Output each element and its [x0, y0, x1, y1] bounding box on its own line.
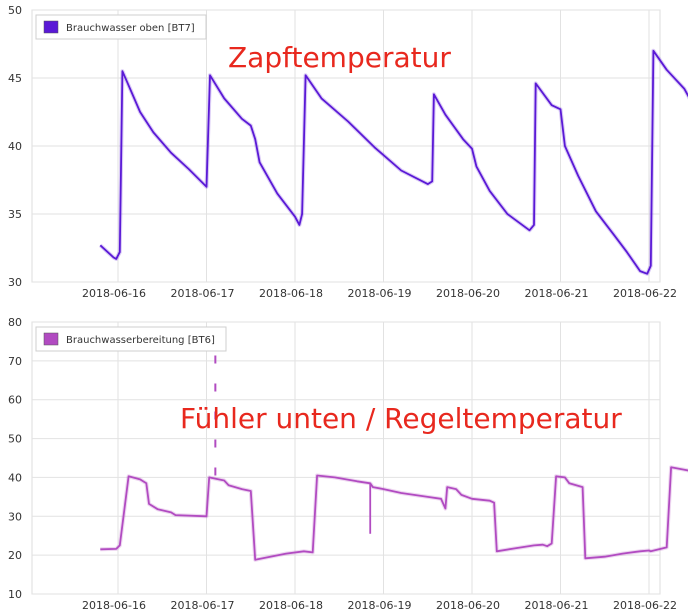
- x-tick-label: 2018-06-16: [82, 287, 146, 300]
- x-tick-label: 2018-06-19: [348, 287, 412, 300]
- y-tick-label: 40: [8, 471, 22, 484]
- y-tick-label: 20: [8, 549, 22, 562]
- x-tick-label: 2018-06-17: [171, 599, 235, 612]
- chart-panel-1: 30 35 40 45 50 2018-06-16 2018-06-17 2018-06-18…: [8, 4, 688, 300]
- y-tick-label: 40: [8, 140, 22, 153]
- legend[interactable]: Brauchwasser oben [BT7]: [35, 14, 207, 40]
- y-tick-label: 30: [8, 276, 22, 289]
- x-tick-label: 2018-06-18: [259, 287, 323, 300]
- x-tick-label: 2018-06-22: [613, 599, 677, 612]
- x-tick-label: 2018-06-18: [259, 599, 323, 612]
- legend-label: Brauchwasserbereitung [BT6]: [66, 335, 215, 346]
- series-line: [100, 466, 688, 561]
- legend[interactable]: Brauchwasserbereitung [BT6]: [35, 326, 227, 352]
- y-tick-label: 50: [8, 4, 22, 17]
- x-tick-label: 2018-06-21: [525, 287, 589, 300]
- chart-annotation: Fühler unten / Regeltemperatur: [180, 402, 622, 435]
- x-tick-label: 2018-06-22: [613, 287, 677, 300]
- legend-swatch: [43, 20, 59, 34]
- y-tick-label: 50: [8, 433, 22, 446]
- chart-annotation: Zapftemperatur: [228, 41, 451, 74]
- plot-area: [31, 321, 661, 595]
- series-line: [99, 49, 688, 275]
- y-tick-label: 70: [8, 355, 22, 368]
- legend-swatch: [43, 332, 59, 346]
- y-tick-label: 30: [8, 510, 22, 523]
- x-tick-label: 2018-06-16: [82, 599, 146, 612]
- legend-box: [35, 14, 207, 40]
- y-tick-label: 80: [8, 316, 22, 329]
- y-tick-label: 45: [8, 72, 22, 85]
- x-tick-label: 2018-06-19: [348, 599, 412, 612]
- chart-panel-2: 10 20 30 40 50 60 70 80 2018-06-16 2018-06-17 2018…: [8, 316, 688, 612]
- legend-box: [35, 326, 227, 352]
- x-tick-label: 2018-06-21: [525, 599, 589, 612]
- x-tick-label: 2018-06-17: [171, 287, 235, 300]
- y-tick-label: 10: [8, 588, 22, 601]
- legend-label: Brauchwasser oben [BT7]: [66, 23, 195, 34]
- y-tick-label: 60: [8, 394, 22, 407]
- y-tick-label: 35: [8, 208, 22, 221]
- x-tick-label: 2018-06-20: [436, 287, 500, 300]
- x-tick-label: 2018-06-20: [436, 599, 500, 612]
